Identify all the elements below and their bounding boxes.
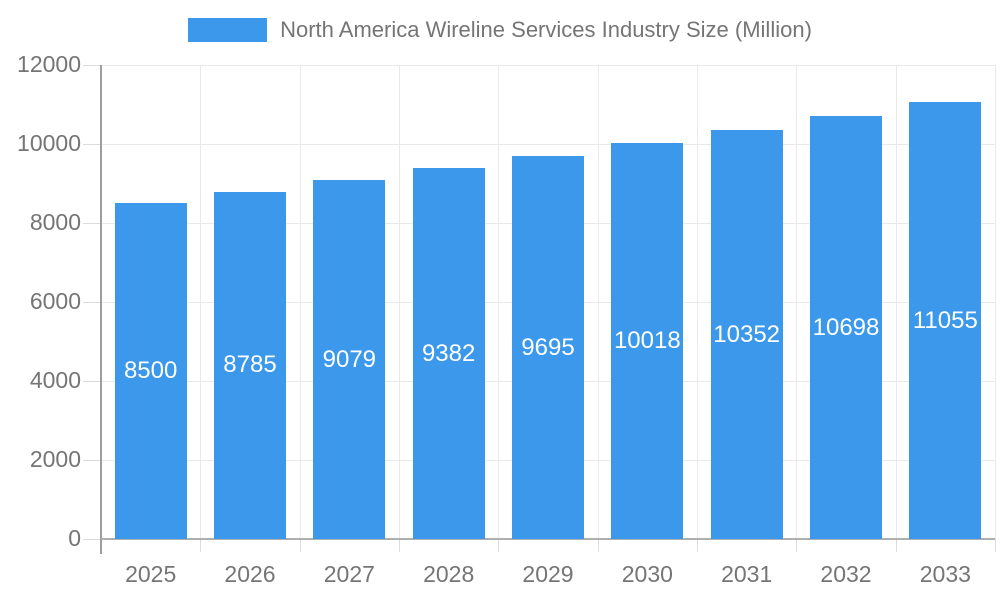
x-tick xyxy=(300,539,301,552)
bar-2027[interactable] xyxy=(313,180,386,539)
y-axis-label: 4000 xyxy=(29,367,81,393)
x-gridline xyxy=(796,65,797,539)
x-axis-label: 2033 xyxy=(919,561,971,587)
x-tick xyxy=(200,539,201,552)
y-axis-label: 8000 xyxy=(29,209,81,235)
y-axis-label: 2000 xyxy=(29,446,81,472)
y-tick xyxy=(83,223,101,224)
x-axis-label: 2028 xyxy=(423,561,475,587)
y-axis-label: 10000 xyxy=(17,130,81,156)
bar-value-label: 9079 xyxy=(322,345,377,373)
x-axis-label: 2025 xyxy=(125,561,177,587)
x-axis-label: 2030 xyxy=(621,561,673,587)
bar-2029[interactable] xyxy=(512,156,584,539)
x-tick xyxy=(896,539,897,552)
bar-value-label: 8500 xyxy=(123,357,178,385)
x-tick xyxy=(697,539,698,552)
bar-2028[interactable] xyxy=(412,168,485,539)
y-axis-label: 6000 xyxy=(29,288,81,314)
y-tick xyxy=(83,539,101,540)
y-axis-label: 12000 xyxy=(17,51,81,77)
x-gridline xyxy=(697,65,698,539)
y-axis-line xyxy=(100,65,102,554)
bar-value-label: 11055 xyxy=(912,306,978,334)
bar-2025[interactable] xyxy=(114,203,187,539)
y-tick xyxy=(83,302,101,303)
bar-value-label: 9695 xyxy=(521,333,575,361)
x-axis-label: 2031 xyxy=(721,561,773,587)
y-tick xyxy=(83,144,101,145)
x-gridline xyxy=(399,65,400,539)
bar-value-label: 10018 xyxy=(613,327,681,355)
y-gridline xyxy=(101,144,995,145)
x-gridline xyxy=(896,65,897,539)
y-tick xyxy=(83,65,101,66)
bar-2026[interactable] xyxy=(214,191,286,539)
bar-value-label: 10352 xyxy=(713,320,781,348)
x-tick xyxy=(598,539,599,552)
x-tick xyxy=(498,539,499,552)
x-gridline xyxy=(498,65,499,539)
legend-item[interactable]: North America Wireline Services Industry… xyxy=(0,17,1000,43)
x-axis-label: 2029 xyxy=(522,561,574,587)
x-axis-label: 2032 xyxy=(820,561,872,587)
legend-label: North America Wireline Services Industry… xyxy=(280,17,812,42)
bar-2033[interactable] xyxy=(909,102,982,539)
bar-value-label: 9382 xyxy=(421,339,476,367)
x-gridline xyxy=(995,65,996,539)
x-tick xyxy=(399,539,400,552)
y-gridline xyxy=(101,65,995,66)
bar-2032[interactable] xyxy=(810,116,882,539)
x-tick xyxy=(796,539,797,552)
y-tick xyxy=(83,460,101,461)
x-gridline xyxy=(300,65,301,539)
y-axis-label: 0 xyxy=(68,525,81,551)
x-tick xyxy=(995,539,996,552)
bar-value-label: 8785 xyxy=(223,351,277,379)
x-gridline xyxy=(598,65,599,539)
x-axis-label: 2027 xyxy=(323,561,375,587)
x-axis-line xyxy=(101,538,995,540)
x-gridline xyxy=(200,65,201,539)
bar-2031[interactable] xyxy=(710,130,783,539)
y-tick xyxy=(83,381,101,382)
bar-value-label: 10698 xyxy=(812,313,880,341)
legend-swatch xyxy=(188,18,268,42)
bar-2030[interactable] xyxy=(611,143,684,539)
x-axis-label: 2026 xyxy=(224,561,276,587)
